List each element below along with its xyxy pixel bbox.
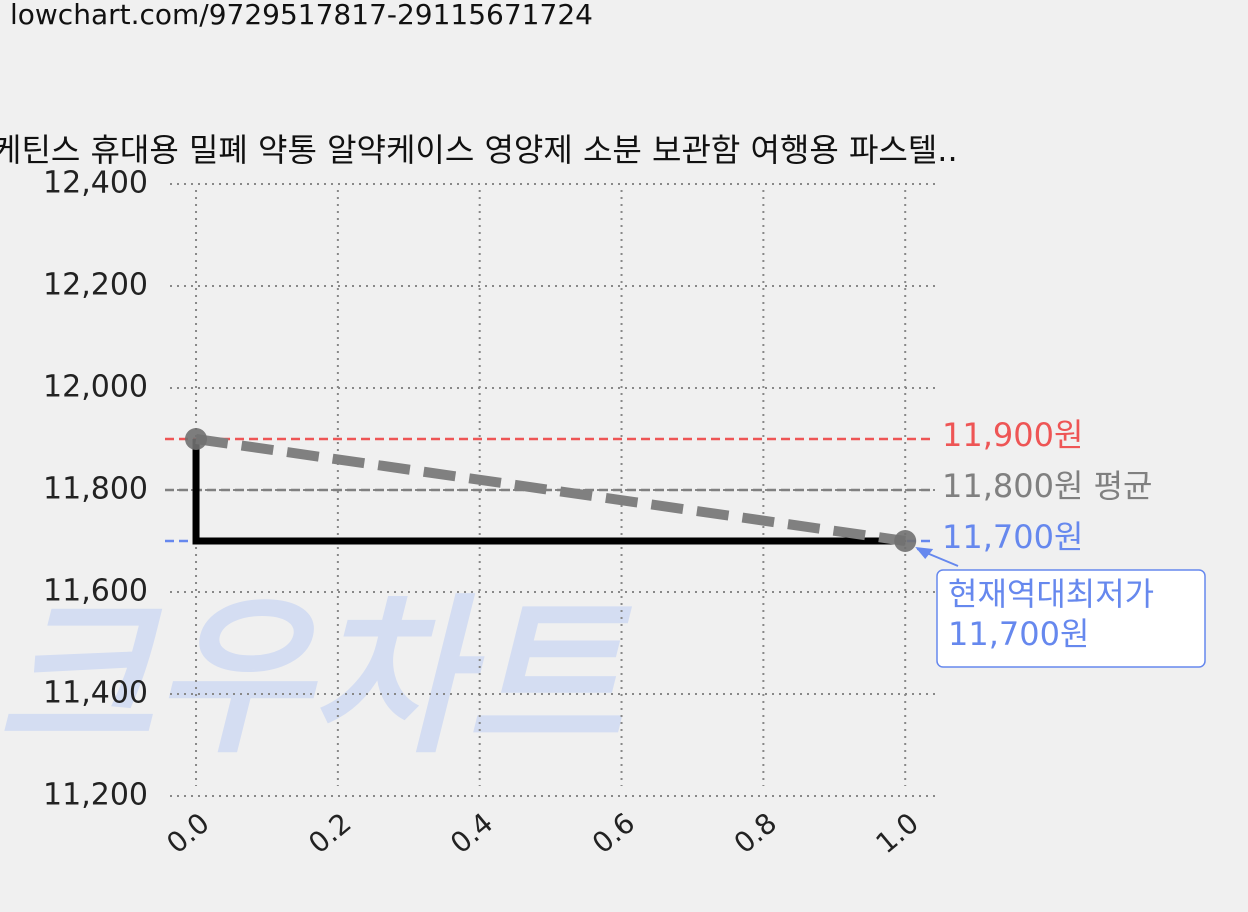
x-tick-label: 0.0 <box>160 806 215 860</box>
annotation-text: 11,700원 <box>948 615 1089 653</box>
watermark: 크우차트 <box>0 579 632 777</box>
line <box>195 434 906 546</box>
reference-label: 11,700원 <box>942 518 1083 556</box>
annotation-arrowhead <box>915 547 934 559</box>
y-tick-label: 11,600 <box>43 574 148 609</box>
y-tick-label: 11,800 <box>43 472 148 507</box>
x-tick-label: 0.4 <box>444 806 499 860</box>
x-tick-label: 0.8 <box>728 806 783 860</box>
y-tick-label: 12,000 <box>43 370 148 405</box>
x-tick-label: 0.6 <box>586 806 641 860</box>
line <box>192 439 906 545</box>
marker <box>185 428 208 450</box>
annotation-box <box>936 569 1206 668</box>
marker <box>894 530 917 552</box>
reference-label: 11,900원 <box>942 416 1083 454</box>
annotation-text: 현재역대최저가 <box>948 575 1154 613</box>
url: lowchart.com/9729517817-29115671724 <box>10 0 593 31</box>
y-tick-label: 11,400 <box>43 676 148 711</box>
y-tick-label: 12,200 <box>43 268 148 303</box>
chart-title: 케틴스 휴대용 밀폐 약통 알약케이스 영양제 소분 보관함 여행용 파스텔.. <box>0 131 958 169</box>
x-tick-label: 0.2 <box>302 806 357 860</box>
y-tick-label: 12,400 <box>43 166 148 201</box>
y-tick-label: 11,200 <box>43 778 148 813</box>
reference-label: 11,800원 평균 <box>942 467 1152 505</box>
x-tick-label: 1.0 <box>870 806 925 860</box>
